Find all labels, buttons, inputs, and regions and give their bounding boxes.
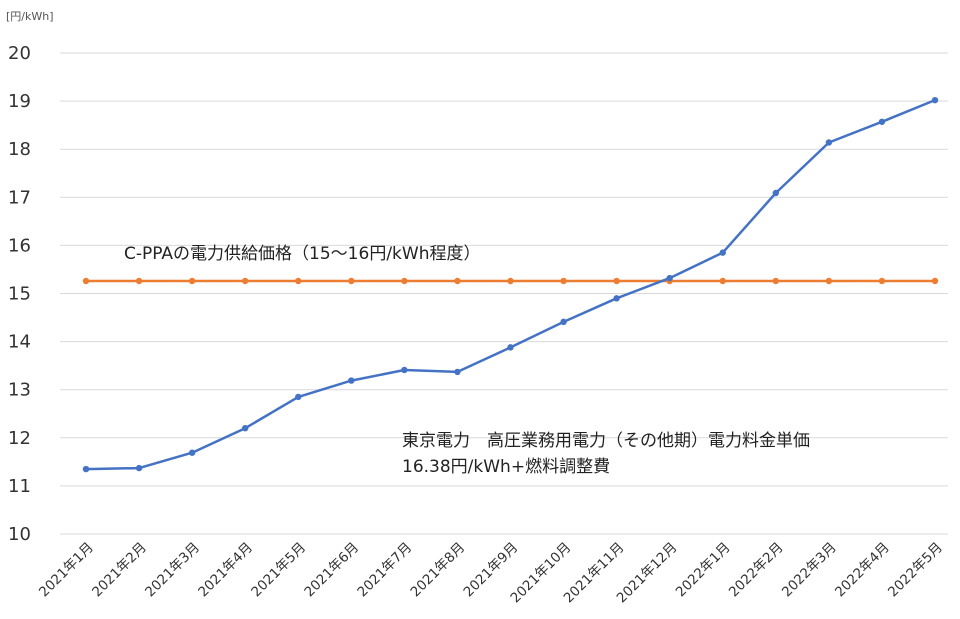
annotation-tepco-price-line2: 16.38円/kWh+燃料調整費	[402, 457, 610, 477]
data-point	[82, 277, 90, 285]
data-point	[825, 277, 833, 285]
data-point	[666, 274, 673, 282]
x-tick-label: 2021年1月	[36, 540, 97, 601]
x-tick-label: 2021年5月	[248, 540, 309, 601]
y-tick-label: 12	[8, 428, 31, 449]
data-point	[772, 277, 780, 285]
data-point	[135, 277, 143, 285]
data-point	[241, 277, 249, 285]
data-point	[878, 118, 886, 125]
data-point	[82, 465, 90, 473]
data-point	[401, 277, 408, 285]
x-axis-ticks: 2021年1月2021年2月2021年3月2021年4月2021年5月2021年…	[36, 540, 946, 607]
y-tick-label: 13	[8, 380, 31, 401]
annotation-tepco-price-line1: 東京電力 高圧業務用電力（その他期）電力料金単価	[402, 431, 810, 451]
x-tick-label: 2022年3月	[779, 540, 840, 601]
x-tick-label: 2021年6月	[301, 540, 362, 601]
y-tick-label: 14	[8, 332, 31, 353]
y-axis-unit-label: [円/kWh]	[6, 10, 54, 23]
data-point	[507, 277, 514, 285]
y-tick-label: 16	[8, 235, 31, 256]
data-point	[878, 277, 886, 285]
y-tick-label: 20	[8, 43, 31, 64]
y-tick-label: 11	[8, 476, 31, 497]
data-point	[613, 277, 620, 285]
x-tick-label: 2022年4月	[832, 540, 893, 601]
x-tick-label: 2022年2月	[726, 540, 787, 601]
data-point	[507, 344, 514, 351]
y-axis-ticks: 10 11 12 13 14 15 16 17 18 19 20	[8, 43, 31, 545]
data-point	[613, 295, 620, 302]
x-tick-label: 2021年7月	[354, 540, 415, 601]
x-tick-label: 2022年5月	[885, 540, 946, 601]
data-point	[454, 368, 461, 376]
x-tick-label: 2021年4月	[195, 540, 256, 601]
data-point	[135, 464, 143, 472]
x-tick-label: 2021年8月	[407, 540, 468, 601]
y-tick-label: 17	[8, 187, 31, 208]
data-point	[401, 366, 408, 374]
y-tick-label: 19	[8, 91, 31, 112]
data-point	[188, 277, 196, 285]
gridlines	[60, 52, 948, 535]
data-point	[931, 277, 939, 285]
data-point	[348, 277, 355, 285]
data-point	[931, 96, 939, 104]
data-point	[241, 424, 249, 432]
x-tick-label: 2021年3月	[142, 540, 203, 601]
data-point	[454, 277, 461, 285]
data-point	[295, 277, 302, 285]
data-point	[719, 277, 726, 285]
data-point	[825, 139, 833, 146]
y-tick-label: 15	[8, 284, 31, 305]
data-point	[348, 377, 355, 384]
y-tick-label: 18	[8, 139, 31, 160]
data-point	[188, 449, 196, 456]
annotation-cppa-price: C-PPAの電力供給価格（15〜16円/kWh程度）	[124, 244, 480, 264]
data-point	[560, 277, 567, 285]
data-point	[719, 249, 726, 256]
y-tick-label: 10	[8, 524, 31, 545]
series-0	[82, 96, 939, 473]
x-tick-label: 2021年2月	[89, 540, 150, 601]
series-group	[82, 96, 939, 473]
data-point	[560, 318, 567, 326]
x-tick-label: 2022年1月	[673, 540, 734, 601]
series-1	[82, 277, 939, 285]
data-point	[772, 189, 780, 197]
series-line	[85, 98, 936, 471]
data-point	[295, 393, 302, 401]
